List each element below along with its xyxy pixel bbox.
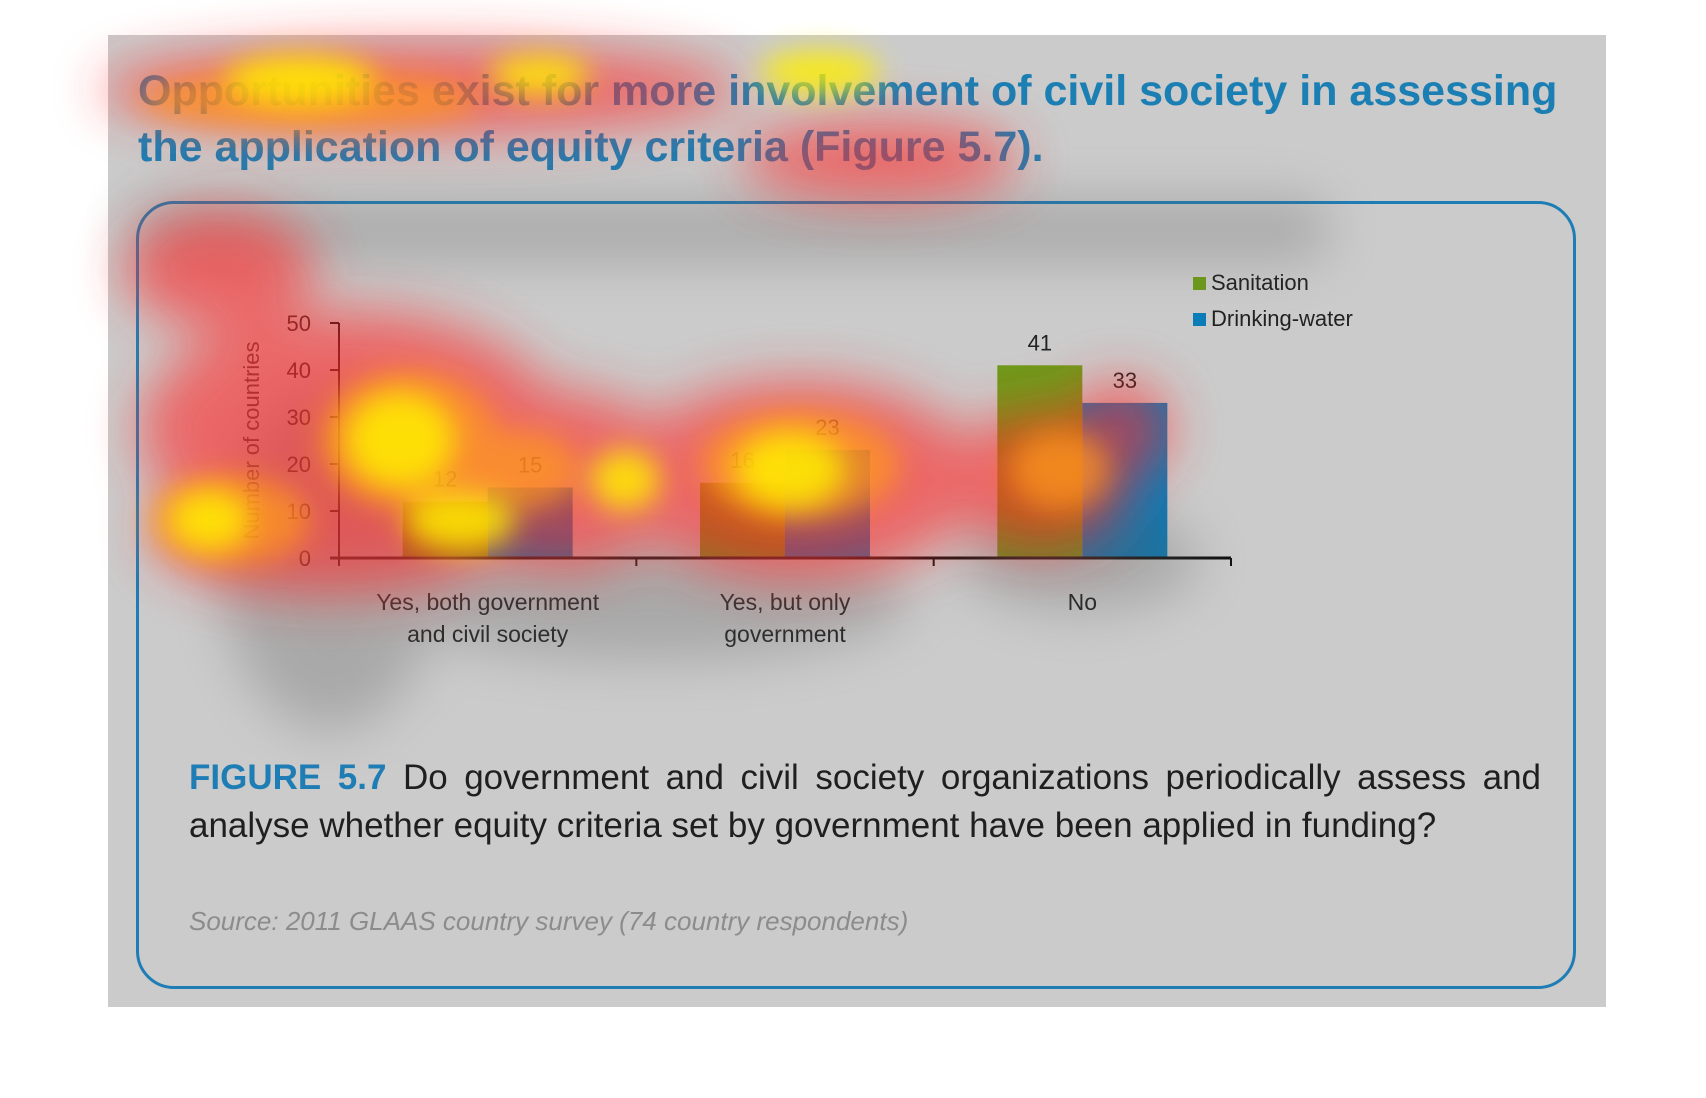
- y-axis-title: Number of countries: [239, 341, 264, 539]
- figure-caption: FIGURE 5.7 Do government and civil socie…: [189, 754, 1541, 850]
- legend-swatch: [1193, 277, 1206, 290]
- y-tick-label: 10: [287, 499, 311, 524]
- y-tick-label: 50: [287, 311, 311, 336]
- bar-value-label: 16: [730, 448, 754, 473]
- bar-value-label: 23: [815, 415, 839, 440]
- x-tick-label: No: [1068, 589, 1097, 615]
- bar: [402, 501, 488, 558]
- bar: [997, 365, 1083, 558]
- bar-value-label: 41: [1028, 330, 1052, 355]
- bar-value-label: 15: [518, 453, 542, 478]
- bar-value-label: 12: [433, 467, 457, 492]
- legend-label: Drinking-water: [1211, 306, 1353, 331]
- slide-headline: Opportunities exist for more involvement…: [138, 67, 1558, 171]
- figure-label: FIGURE 5.7: [189, 758, 387, 797]
- y-tick-label: 40: [287, 358, 311, 383]
- legend-swatch: [1193, 313, 1206, 326]
- figure-card: 12 15 Yes, both government and civil societ…: [136, 201, 1576, 989]
- x-tick-label: government: [724, 621, 846, 647]
- figure-source: Source: 2011 GLAAS country survey (74 co…: [189, 906, 909, 936]
- bar: [1082, 402, 1168, 558]
- x-tick-label: and civil society: [407, 621, 569, 647]
- slide: Opportunities exist for more involvement…: [108, 35, 1606, 1007]
- bar: [700, 482, 785, 558]
- y-tick-label: 0: [299, 546, 311, 571]
- y-tick-label: 20: [287, 452, 311, 477]
- bar: [487, 487, 573, 558]
- bar-value-label: 33: [1113, 368, 1137, 393]
- y-tick-label: 30: [287, 405, 311, 430]
- x-tick-label: Yes, both government: [376, 589, 600, 615]
- legend-label: Sanitation: [1211, 270, 1309, 295]
- bar-chart: 12 15 Yes, both government and civil societ…: [239, 270, 1353, 647]
- figure-caption-text: Do government and civil society organiza…: [189, 758, 1542, 845]
- bar: [785, 449, 870, 558]
- x-tick-label: Yes, but only: [720, 589, 851, 615]
